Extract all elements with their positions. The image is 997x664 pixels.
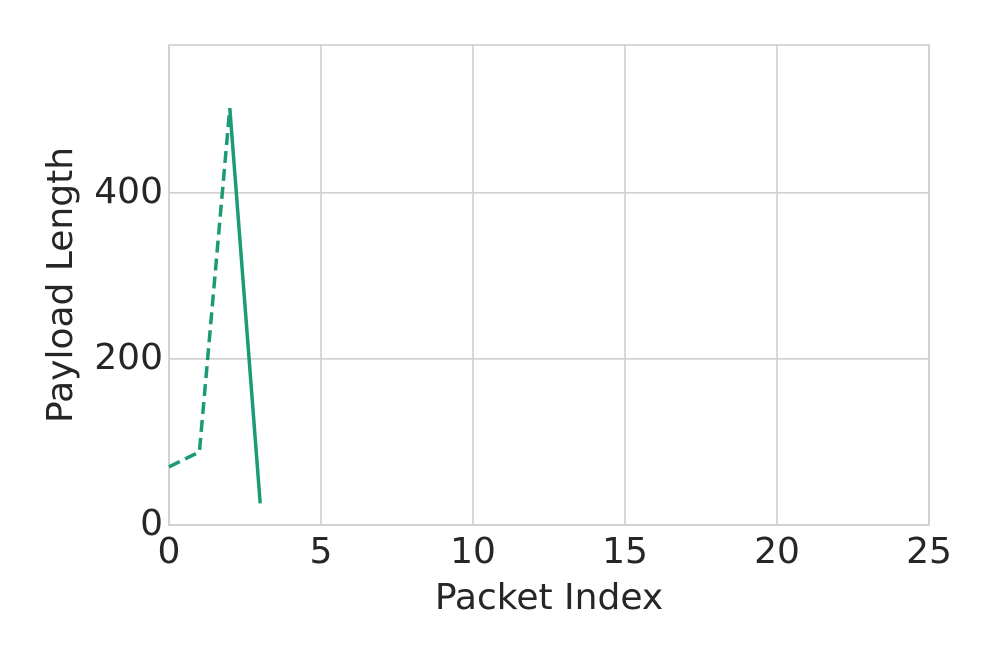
plot-frame [168,44,930,526]
x-axis-label: Packet Index [435,577,663,618]
x-tick-label: 5 [310,531,333,572]
line [168,107,232,469]
y-axis-label: Payload Length [40,147,81,423]
x-tick-label: 15 [602,531,648,572]
x-tick-label: 20 [754,531,800,572]
y-tick-label: 200 [94,337,163,378]
x-tick-label: 10 [450,531,496,572]
x-tick-label: 25 [906,531,952,572]
x-tick-label: 0 [158,531,181,572]
y-tick-label: 400 [94,171,163,212]
line [228,107,262,504]
y-tick-label: 0 [140,503,163,544]
